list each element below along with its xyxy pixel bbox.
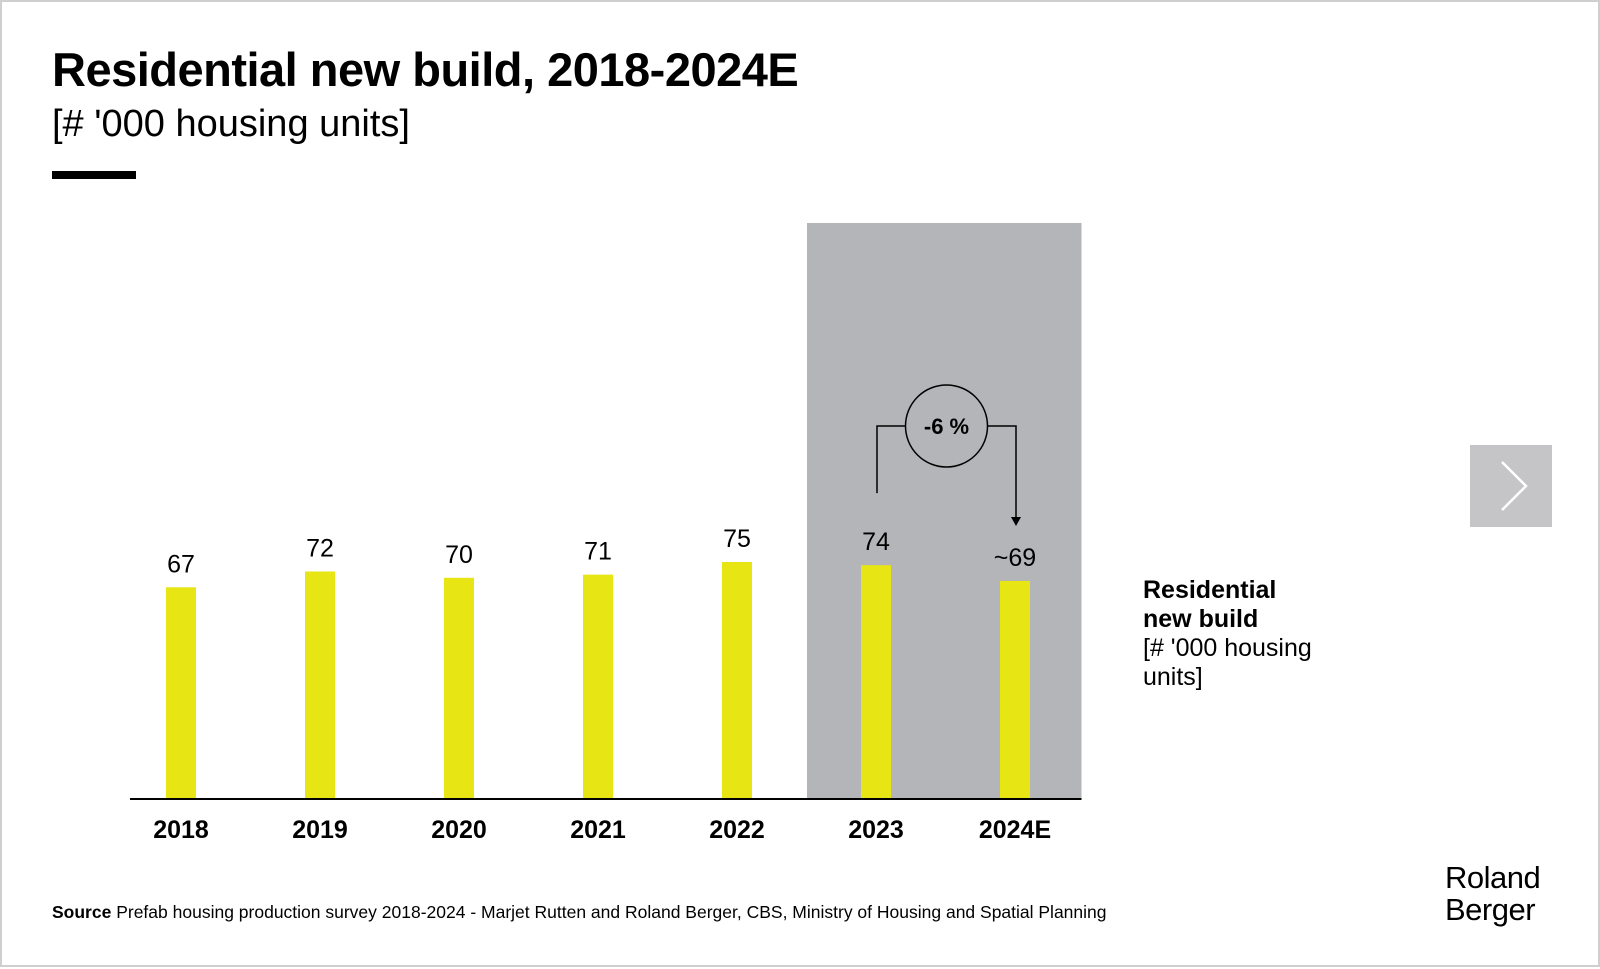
- legend-series-name-line2: new build: [1143, 605, 1259, 633]
- category-label-2021: 2021: [570, 816, 626, 844]
- bar-2023: [861, 565, 891, 799]
- category-label-2023: 2023: [848, 816, 904, 844]
- category-label-2020: 2020: [431, 816, 487, 844]
- bar-2024E: [1000, 580, 1030, 799]
- data-label-2023: 74: [862, 528, 890, 556]
- roland-berger-logo: Roland Berger: [1445, 860, 1541, 927]
- next-slide-button[interactable]: [1470, 445, 1552, 527]
- category-label-2022: 2022: [709, 816, 765, 844]
- annotation-arrow-head: [1011, 517, 1021, 526]
- forecast-highlight-band: [807, 223, 1082, 799]
- category-label-2019: 2019: [292, 816, 348, 844]
- bar-2019: [305, 571, 335, 799]
- data-label-2021: 71: [584, 538, 612, 566]
- legend-series-name-line1: Residential: [1143, 576, 1277, 604]
- bar-2022: [722, 562, 752, 799]
- legend-unit-line1: [# '000 housing: [1143, 634, 1312, 662]
- data-label-2018: 67: [167, 550, 195, 578]
- logo-line2: Berger: [1445, 892, 1536, 927]
- source-note: Source Prefab housing production survey …: [52, 902, 1107, 923]
- source-label: Source: [52, 902, 112, 922]
- data-label-2024E: ~69: [994, 544, 1036, 572]
- bar-2018: [166, 587, 196, 799]
- logo-line1: Roland: [1445, 860, 1541, 895]
- chart-subtitle: [# '000 housing units]: [52, 103, 410, 145]
- legend: Residential new build [# '000 housing un…: [1143, 576, 1383, 692]
- annotation-bracket-right: [987, 425, 1017, 518]
- legend-unit-line2: units]: [1143, 663, 1203, 691]
- annotation-circle: [904, 384, 989, 468]
- annotation-bracket-left: [876, 425, 906, 494]
- annotation-change-label: -6 %: [924, 414, 969, 439]
- source-text: Prefab housing production survey 2018-20…: [116, 902, 1107, 922]
- data-label-2019: 72: [306, 534, 334, 562]
- data-label-2020: 70: [445, 541, 473, 569]
- category-label-2018: 2018: [153, 816, 209, 844]
- chevron-right-icon: [1501, 461, 1528, 511]
- chart-title: Residential new build, 2018-2024E: [52, 43, 799, 96]
- title-accent-rule: [52, 171, 136, 179]
- category-label-2024E: 2024E: [979, 816, 1051, 844]
- data-label-2022: 75: [723, 525, 751, 553]
- bar-2020: [444, 577, 474, 799]
- bar-2021: [583, 574, 613, 799]
